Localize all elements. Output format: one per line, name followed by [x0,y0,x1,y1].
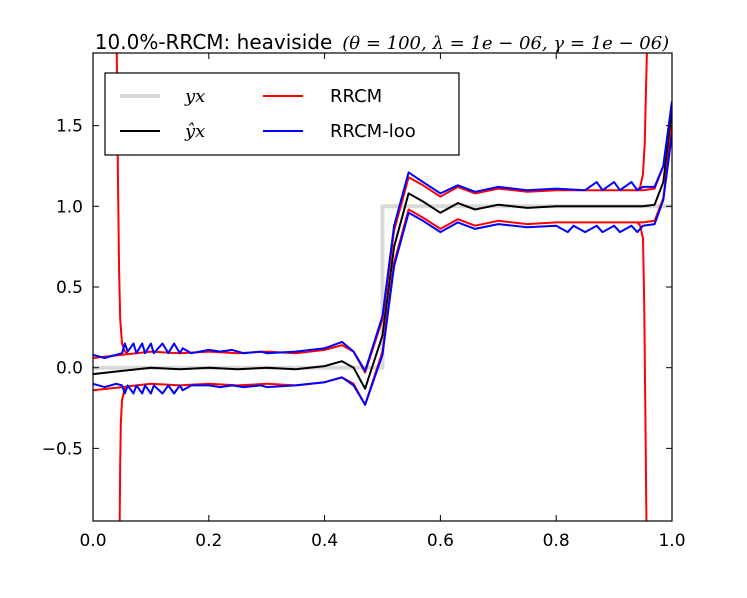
x-tick-label: 0.0 [79,531,106,551]
chart-title-text: 10.0%-RRCM: heaviside [95,30,332,54]
x-tick-label: 0.6 [427,531,454,551]
x-tick-label: 0.2 [195,531,222,551]
series-rrcm-upper [93,101,672,374]
chart-title: 10.0%-RRCM: heaviside (θ = 100, λ = 1e −… [95,30,669,54]
series-rrcm-loo-lower [93,133,672,406]
y-tick-label: −0.5 [42,439,83,459]
axes-frame [92,52,673,522]
legend-box [104,72,460,156]
series-rrcm-left-divergence [115,53,129,355]
legend-label-yhat: ŷx [184,121,205,142]
legend-label-rrcm: RRCM [330,86,382,107]
y-tick-label: 1.5 [56,117,83,137]
legend-label-rrcm-loo: RRCM-loo [330,121,416,142]
y-tick-label: 1.0 [56,197,83,217]
x-tick-label: 0.8 [543,531,570,551]
ticks-layer: 0.0 0.2 0.4 0.6 0.8 1.0 −0.5 0.0 0.5 1.0 1.5 [42,53,686,551]
series-rrcm-loo-upper [93,101,672,372]
series-layer [93,53,672,521]
series-rrcm-right-divergence [636,53,648,191]
legend-label-yx: yx [184,86,205,107]
series-rrcm-left-divergence-low [118,386,129,521]
y-tick-label: 0.5 [56,278,83,298]
series-y-x [93,204,672,370]
series-y-hat [93,109,672,390]
legend: yx RRCM ŷx RRCM-loo [104,72,460,156]
x-tick-label: 1.0 [658,531,685,551]
series-rrcm-right-divergence-low [636,221,648,521]
x-tick-label: 0.4 [311,531,338,551]
y-tick-label: 0.0 [56,359,83,379]
chart-title-params: (θ = 100, λ = 1e − 06, γ = 1e − 06) [342,33,669,54]
